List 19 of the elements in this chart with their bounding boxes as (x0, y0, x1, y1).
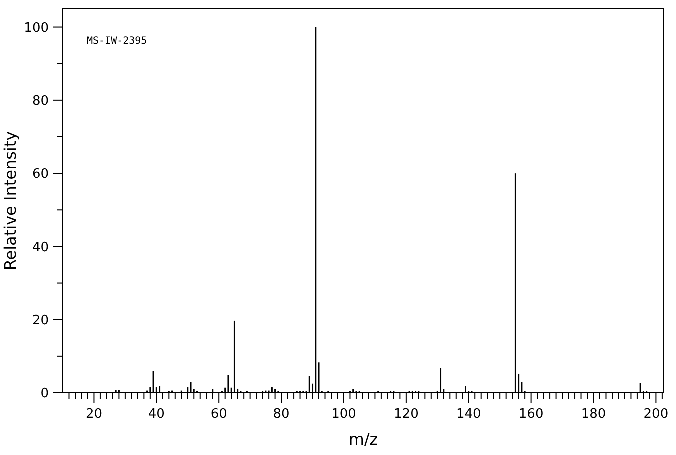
x-tick-label: 100 (332, 407, 356, 422)
x-tick-label: 200 (644, 407, 669, 422)
x-tick-label: 20 (86, 407, 102, 422)
y-tick-label: 100 (24, 20, 49, 36)
y-tick-label: 20 (32, 313, 49, 328)
x-tick-label: 160 (518, 407, 544, 422)
y-tick-label: 60 (32, 167, 49, 182)
y-axis-title: Relative Intensity (1, 131, 20, 271)
y-tick-label: 40 (32, 240, 49, 256)
x-tick-label: 80 (273, 407, 290, 422)
x-tick-label: 180 (581, 407, 606, 422)
y-tick-label: 0 (40, 386, 49, 402)
y-tick-label: 80 (32, 94, 49, 109)
annotation: MS-IW-2395 (87, 36, 148, 47)
x-tick-label: 140 (456, 407, 482, 422)
x-tick-label: 120 (394, 407, 419, 422)
x-axis-title: m/z (348, 430, 378, 449)
x-tick-label: 40 (148, 407, 165, 422)
x-tick-label: 60 (210, 407, 228, 422)
